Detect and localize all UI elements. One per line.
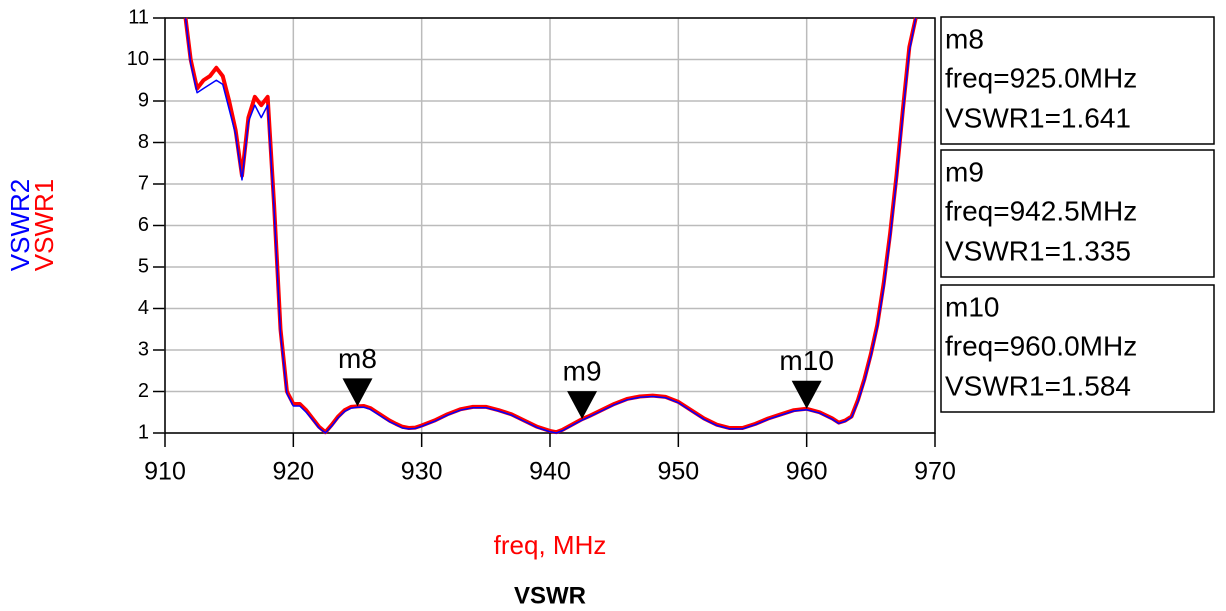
x-tick-label: 950 [657,458,699,486]
y-tick-label: 11 [128,6,149,28]
x-tick-label: 970 [914,458,956,486]
marker-box-freq: freq=942.5MHz [945,195,1137,226]
marker-box [940,149,1215,278]
y-tick-label: 3 [138,338,149,360]
x-tick-label: 930 [401,458,443,486]
y-tick-label: 10 [127,48,149,70]
y-tick-label: 7 [138,172,149,194]
x-tick-label: 920 [272,458,314,486]
y-tick-label: 8 [138,131,149,153]
marker-box [940,284,1215,413]
marker-box-freq: freq=925.0MHz [945,62,1137,93]
x-axis-label: freq, MHz [494,530,607,560]
plot-frame [164,17,936,434]
marker-triangle [791,380,822,409]
x-tick-label: 940 [529,458,571,486]
marker-box-value: VSWR1=1.335 [945,235,1131,266]
marker-box-value: VSWR1=1.641 [945,102,1131,133]
y-tick-label: 6 [138,214,149,236]
marker-label: m10 [779,345,833,376]
marker-label: m8 [338,343,377,374]
marker-box-freq: freq=960.0MHz [945,330,1137,361]
x-tick-label: 960 [786,458,828,486]
y-tick-label: 9 [138,89,149,111]
marker-triangle [567,391,598,420]
series-line [184,17,917,434]
marker-box-name: m10 [945,291,999,322]
y-axis-label: VSWR2 [5,179,35,271]
y-tick-label: 1 [138,421,149,443]
marker-triangle [342,378,373,407]
marker-box-name: m8 [945,23,984,54]
marker-box-value: VSWR1=1.584 [945,370,1131,401]
y-tick-label: 2 [138,380,149,402]
marker-box-name: m9 [945,156,984,187]
marker-box [940,16,1215,145]
y-tick-label: 4 [138,297,149,319]
y-axis-label: VSWR1 [29,179,59,271]
chart-title: VSWR [514,582,586,609]
x-tick-label: 910 [144,458,186,486]
y-tick-label: 5 [138,255,149,277]
marker-label: m9 [563,355,602,386]
